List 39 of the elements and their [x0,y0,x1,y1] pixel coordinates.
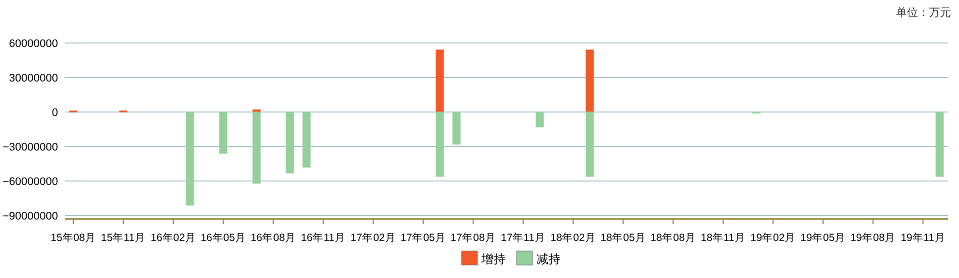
x-tick-label: 17年11月 [500,232,546,244]
bar [586,49,594,113]
legend-label: 增持 [480,252,506,266]
legend-label: 减持 [536,252,560,266]
bar [302,112,311,168]
bar [186,112,194,206]
bar [452,112,461,145]
x-tick-label: 16年11月 [300,232,346,244]
y-tick-label: 60000000 [9,38,58,50]
x-tick-label: 16年08月 [250,232,296,244]
bar [586,112,594,177]
x-tick-label: 16年05月 [200,232,246,244]
x-tick-label: 19年11月 [900,232,946,244]
x-tick-label: 17年02月 [350,232,396,244]
y-tick-label: 0 [52,107,58,120]
x-tick-label: 18年11月 [700,232,746,244]
y-tick-label: −60000000 [2,176,58,188]
bar [252,112,261,184]
x-tick-label: 15年11月 [101,232,146,244]
x-tick-label: 18年05月 [600,232,646,244]
y-tick-label: 30000000 [9,72,58,85]
x-tick-label: 18年08月 [650,232,696,244]
bar [436,112,444,177]
x-tick-label: 17年08月 [450,232,496,244]
x-tick-label: 19年02月 [750,232,796,244]
x-tick-label: 19年05月 [800,232,846,244]
bar [436,49,444,113]
text: 单位：万元 [896,6,951,19]
x-tick-label: 18年02月 [550,232,596,244]
bar [219,112,228,154]
x-tick-label: 15年08月 [50,232,96,244]
x-tick-label: 19年08月 [850,232,896,244]
bar [935,112,944,177]
bar [286,112,294,174]
y-tick-label: −30000000 [2,142,58,154]
y-tick-label: −90000000 [2,210,58,223]
x-tick-label: 16年02月 [150,232,196,244]
bar [536,112,544,128]
x-tick-label: 17年05月 [400,232,446,244]
